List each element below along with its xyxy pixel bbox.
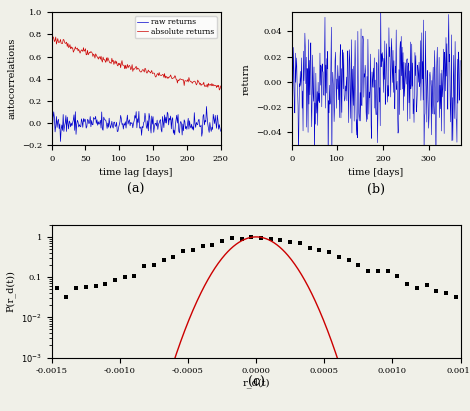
absolute returns: [166, 74, 172, 79]
raw returns: [204, 104, 209, 109]
absolute returns: [50, 34, 56, 39]
Title: (b): (b): [367, 182, 385, 196]
absolute returns: [218, 83, 224, 88]
Y-axis label: autocorrelations: autocorrelations: [8, 38, 16, 120]
Line: raw returns: raw returns: [52, 106, 221, 141]
Y-axis label: return: return: [242, 63, 251, 95]
raw returns: [58, 139, 63, 144]
absolute returns: [118, 65, 124, 70]
raw returns: [78, 125, 84, 129]
raw returns: [148, 124, 153, 129]
Title: (a): (a): [127, 182, 145, 196]
absolute returns: [49, 37, 55, 42]
absolute returns: [217, 88, 222, 92]
X-axis label: time lag [days]: time lag [days]: [100, 169, 173, 178]
X-axis label: r_d(t): r_d(t): [243, 378, 270, 388]
absolute returns: [148, 71, 153, 76]
raw returns: [120, 121, 125, 126]
Legend: raw returns, absolute returns: raw returns, absolute returns: [134, 16, 217, 38]
Line: absolute returns: absolute returns: [52, 37, 221, 90]
X-axis label: time [days]: time [days]: [348, 169, 404, 178]
raw returns: [218, 129, 224, 134]
raw returns: [166, 115, 172, 120]
Y-axis label: P(r_d(t)): P(r_d(t)): [6, 270, 16, 312]
absolute returns: [120, 62, 125, 67]
raw returns: [49, 128, 55, 133]
Title: (c): (c): [248, 376, 265, 389]
absolute returns: [78, 49, 84, 54]
raw returns: [118, 113, 124, 118]
raw returns: [212, 113, 218, 118]
absolute returns: [212, 83, 218, 88]
